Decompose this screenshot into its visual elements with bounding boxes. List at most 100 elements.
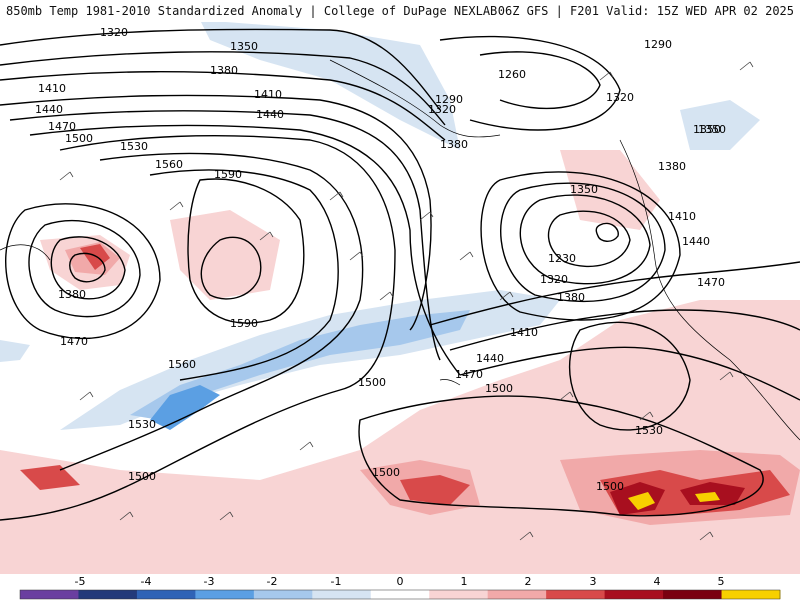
contour-label: 1380 [58,288,86,301]
contour-label: 1320 [606,91,634,104]
contour-1590-b [200,236,262,300]
coastlines [0,59,800,441]
contour-label: 1290 [435,93,463,106]
contour-1590-a [187,178,305,324]
wind-barb [119,511,134,521]
contour-low-west-2 [28,220,141,318]
wind-barb [559,391,574,401]
colorbar-swatch [546,590,606,599]
contour-label: 1380 [440,138,468,151]
neg-anomaly-west [0,340,30,362]
contour-label: 1500 [358,376,386,389]
contour-1410-north [0,94,432,331]
wind-barb [599,71,614,81]
contour-low-east-2 [519,194,651,285]
contour-1530-south [568,321,691,431]
contour-label: 1500 [372,466,400,479]
colorbar-swatch [253,590,313,599]
contour-label: 1500 [128,470,156,483]
positive-anomaly-shading [0,150,800,574]
wind-barb [739,61,754,71]
contour-label: 1230 [548,252,576,265]
contour-label: 1470 [48,120,76,133]
height-contours [0,28,800,521]
wind-barb [259,231,274,241]
wind-barbs [59,61,754,541]
anomaly-map: 1320 1350 1380 1410 1440 1470 1500 1530 … [0,20,800,574]
contour-low-west-1 [50,236,126,300]
contour-label: 1530 [128,418,156,431]
contour-1500 [0,134,396,521]
colorbar-tick-label: 3 [590,575,597,588]
contour-label: 1440 [682,235,710,248]
contour-label: 1350 [230,40,258,53]
contour-label: 1440 [256,108,284,121]
wind-barb [329,191,344,201]
colorbar-swatch [78,590,138,599]
contour-label: 1320 [428,103,456,116]
contour-label: 1440 [476,352,504,365]
colorbar-tick-label: -4 [141,575,152,588]
contour-label: 1410 [668,210,696,223]
wind-barb [639,411,654,421]
contour-low-west-3 [5,203,161,340]
colorbar-tick-label: -3 [204,575,215,588]
contour-label: 1380 [658,160,686,173]
contour-label: 1470 [697,276,725,289]
contour-label: 1350 [570,183,598,196]
colorbar-tick-label: 1 [461,575,468,588]
contour-1350-north [0,51,446,126]
contour-label: 1500 [485,382,513,395]
coastline-hawaii [439,379,461,386]
contour-low-east-3 [500,182,666,303]
pos-anomaly-yellow-1 [628,492,655,510]
colorbar-swatch [20,590,79,599]
contour-label: 1590 [230,317,258,330]
contour-label: 1410 [38,82,66,95]
wind-barb [169,201,184,211]
contour-label: 1470 [60,335,88,348]
contour-label: 1470 [455,368,483,381]
pos-anomaly-west-low-peak [80,244,110,270]
contour-low-east-inner [595,222,619,242]
wind-barb [519,531,534,541]
contour-1410-mid [429,261,800,326]
wind-barb [499,291,514,301]
coastline-alaska [329,59,501,138]
contour-1440-mid [449,309,800,351]
colorbar-tick-label: -1 [331,575,342,588]
contour-1440-north [9,110,441,361]
contour-label: 1350 [693,123,721,136]
contour-label: 1350 [698,123,726,136]
wind-barb [419,211,434,221]
colorbar-ticks: -5 -4 -3 -2 -1 0 1 2 3 4 5 [75,575,725,588]
wind-barb [719,371,734,381]
contour-label: 1260 [498,68,526,81]
contour-label: 1440 [35,103,63,116]
contour-1530 [59,152,364,471]
colorbar-swatch [429,590,489,599]
contour-label: 1410 [510,326,538,339]
contour-label: 1410 [254,88,282,101]
contour-1500-south [358,395,764,517]
colorbar-swatch [136,590,196,599]
colorbar-swatch [721,590,781,599]
contour-1470-north [29,124,461,376]
contour-label: 1560 [155,158,183,171]
colorbar-swatch [312,590,372,599]
contour-1380-north [0,71,446,141]
contour-low-east-4 [480,171,681,321]
coastline-west-coast [619,139,800,441]
wind-barb [349,251,364,261]
wind-barb [699,531,714,541]
colorbar-tick-label: 5 [718,575,725,588]
colorbar-gradient [19,589,781,600]
map-header: 850mb Temp 1981-2010 Standardized Anomal… [0,0,800,22]
contour-1470-mid [459,346,800,401]
neg-anomaly-band-peak [150,385,220,430]
map-title: 850mb Temp 1981-2010 Standardized Anomal… [6,4,498,18]
wind-barb [219,511,234,521]
pos-anomaly-east-coast [560,150,660,230]
model-run-info: 06Z GFS | F201 Valid: 15Z WED APR 02 202… [497,4,794,18]
